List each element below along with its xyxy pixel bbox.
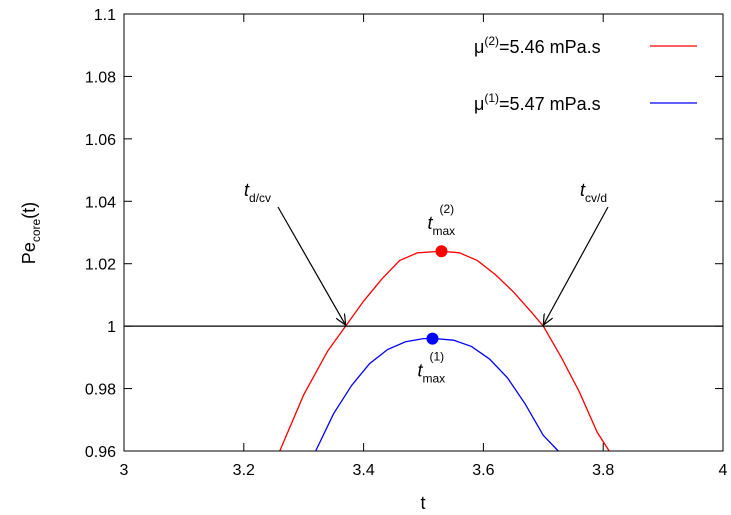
axis-ticks: 3 3.2 3.4 3.6 3.8 4 0.96 0.98 1 1.02 1.04 1.06 1.08 1… (85, 7, 728, 479)
y-tick-label: 1.08 (85, 69, 116, 86)
max-point-label: tmax(2) (427, 202, 455, 238)
legend: μ(2)=5.46 mPa.s μ(1)=5.47 mPa.s (474, 34, 697, 114)
y-tick-label: 1.02 (85, 257, 116, 274)
svg-text:Pecore(t): Pecore(t) (19, 202, 43, 264)
y-tick-label: 0.98 (85, 382, 116, 399)
plot-frame (123, 13, 724, 452)
x-tick-label: 3.2 (233, 462, 255, 479)
annotations: td/cv tcv/d (244, 180, 609, 325)
x-tick-label: 3.6 (472, 462, 494, 479)
y-tick-label: 0.96 (85, 444, 116, 461)
crossing-arrow (277, 206, 346, 325)
crossing-arrow (543, 206, 609, 325)
max-point-marker (435, 245, 448, 258)
y-tick-label: 1.1 (94, 7, 116, 24)
x-tick-label: 3.8 (592, 462, 614, 479)
svg-text:μ(1)=5.47 mPa.s: μ(1)=5.47 mPa.s (474, 91, 601, 114)
y-tick-label: 1.06 (85, 132, 116, 149)
data-lines (124, 250, 723, 452)
max-point-marker (426, 332, 439, 345)
x-tick-label: 3 (120, 462, 129, 479)
crossing-label: tcv/d (580, 180, 607, 205)
x-tick-label: 4 (719, 462, 728, 479)
series-line-1 (279, 250, 610, 452)
legend-item-series-1: μ(1)=5.47 mPa.s (474, 91, 697, 114)
max-points: tmax(2) tmax(1) (417, 202, 455, 385)
x-tick-label: 3.4 (352, 462, 374, 479)
y-axis-label: Pecore(t) (19, 202, 43, 264)
y-tick-label: 1.04 (85, 194, 116, 211)
y-tick-label: 1 (107, 319, 116, 336)
legend-item-series-2: μ(2)=5.46 mPa.s (474, 34, 697, 57)
crossing-label: td/cv (244, 180, 271, 205)
x-axis-label: t (420, 493, 425, 513)
max-point-label: tmax(1) (417, 350, 445, 386)
svg-text:μ(2)=5.46 mPa.s: μ(2)=5.46 mPa.s (474, 34, 601, 57)
